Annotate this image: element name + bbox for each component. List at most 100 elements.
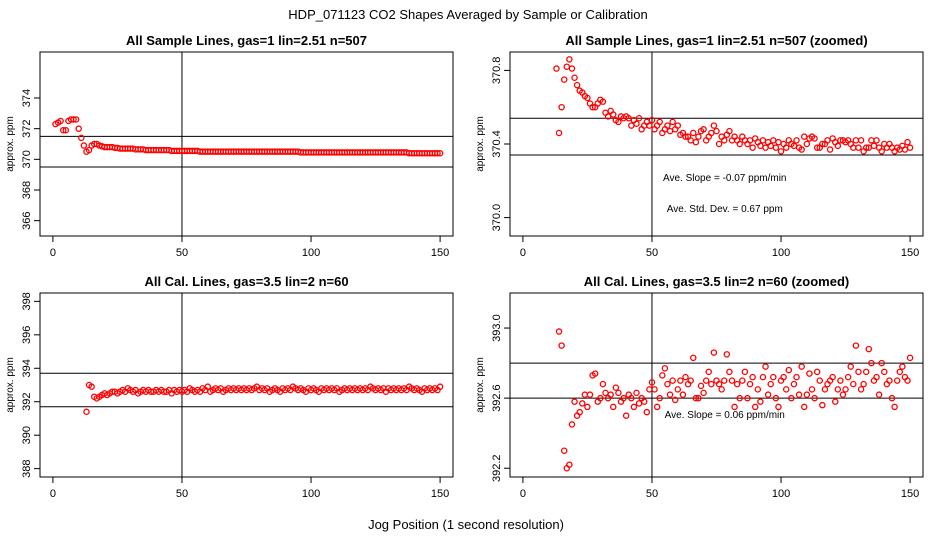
data-point bbox=[692, 138, 700, 146]
x-tick-label: 100 bbox=[772, 488, 790, 500]
plot-frame bbox=[39, 51, 454, 237]
data-point bbox=[615, 118, 622, 126]
data-point bbox=[720, 377, 728, 384]
data-point bbox=[723, 351, 731, 358]
data-point bbox=[904, 377, 911, 384]
data-point bbox=[749, 144, 756, 151]
data-point bbox=[75, 125, 82, 132]
data-point bbox=[785, 366, 793, 374]
data-point bbox=[648, 116, 656, 124]
data-point bbox=[584, 94, 591, 102]
data-point bbox=[775, 403, 782, 411]
data-point bbox=[775, 138, 782, 146]
data-point bbox=[834, 142, 842, 150]
data-point bbox=[811, 135, 818, 142]
data-point bbox=[736, 394, 743, 402]
data-point bbox=[868, 137, 875, 144]
y-tick-label: 390 bbox=[21, 426, 33, 444]
x-tick-label: 100 bbox=[302, 247, 320, 259]
data-point bbox=[571, 398, 578, 405]
data-point bbox=[584, 403, 591, 411]
data-point bbox=[782, 144, 790, 151]
data-point bbox=[731, 403, 738, 411]
data-point bbox=[653, 403, 661, 411]
data-point bbox=[573, 81, 581, 89]
data-point bbox=[793, 137, 800, 144]
data-point bbox=[886, 377, 893, 384]
y-tick-label: 368 bbox=[21, 181, 33, 199]
data-point bbox=[610, 111, 617, 118]
data-point bbox=[715, 380, 723, 388]
data-point bbox=[666, 127, 674, 135]
data-point bbox=[878, 148, 885, 155]
data-point bbox=[819, 140, 826, 148]
data-point bbox=[770, 373, 777, 381]
panel-2: All Sample Lines, gas=1 lin=2.51 n=507 (… bbox=[475, 33, 924, 259]
data-point bbox=[602, 389, 609, 397]
data-point bbox=[646, 122, 653, 129]
plot-frame bbox=[39, 292, 454, 478]
data-point bbox=[904, 138, 911, 146]
data-point bbox=[640, 398, 648, 405]
data-point bbox=[803, 391, 811, 398]
data-point bbox=[829, 373, 836, 381]
data-point bbox=[589, 103, 596, 111]
panel-title: All Sample Lines, gas=1 lin=2.51 n=507 (… bbox=[565, 33, 867, 48]
data-point bbox=[780, 373, 787, 381]
data-point bbox=[788, 394, 795, 402]
data-point bbox=[857, 386, 865, 393]
y-tick-label: 388 bbox=[21, 459, 33, 477]
y-axis-label: approx. ppm bbox=[5, 116, 16, 172]
data-point bbox=[434, 149, 441, 157]
data-point bbox=[664, 122, 671, 129]
data-point bbox=[57, 117, 64, 125]
data-point bbox=[677, 377, 684, 384]
y-tick-label: 370.0 bbox=[491, 204, 503, 232]
x-tick-label: 150 bbox=[901, 247, 919, 259]
data-point bbox=[620, 394, 627, 402]
data-point bbox=[581, 391, 589, 398]
data-point bbox=[599, 380, 607, 388]
data-point bbox=[563, 63, 571, 70]
data-point bbox=[591, 370, 599, 377]
data-point bbox=[806, 370, 813, 377]
data-point bbox=[705, 368, 713, 376]
data-point bbox=[749, 373, 756, 381]
data-point bbox=[85, 146, 93, 154]
data-point bbox=[558, 342, 565, 349]
data-point bbox=[862, 144, 870, 151]
y-tick-label: 370.8 bbox=[491, 57, 503, 85]
data-point bbox=[906, 144, 914, 151]
data-point bbox=[700, 126, 707, 133]
data-point bbox=[891, 403, 898, 411]
data-point bbox=[790, 380, 798, 388]
data-point bbox=[754, 386, 762, 393]
data-point bbox=[622, 412, 630, 419]
x-tick-label: 50 bbox=[176, 488, 188, 500]
data-point bbox=[633, 120, 640, 128]
data-point bbox=[759, 373, 767, 381]
annotation-text: Ave. Slope = -0.07 ppm/min bbox=[663, 173, 787, 184]
data-point bbox=[610, 403, 617, 411]
data-point bbox=[862, 368, 870, 376]
y-tick-label: 394 bbox=[21, 359, 33, 377]
data-point bbox=[697, 382, 705, 390]
data-point bbox=[795, 391, 803, 398]
data-point bbox=[566, 56, 573, 63]
data-point bbox=[873, 137, 880, 144]
data-point bbox=[674, 386, 682, 393]
x-tick-label: 150 bbox=[431, 247, 449, 259]
data-point bbox=[669, 377, 676, 384]
data-point bbox=[656, 394, 663, 402]
data-point bbox=[80, 142, 88, 149]
data-point bbox=[819, 401, 826, 409]
data-point bbox=[831, 398, 839, 405]
data-point bbox=[204, 383, 212, 390]
data-point bbox=[710, 122, 718, 129]
data-point bbox=[746, 380, 754, 388]
panel-3: All Cal. Lines, gas=3.5 lin=2 n=60 0 50 100… bbox=[5, 274, 454, 500]
data-point bbox=[741, 368, 749, 376]
data-point bbox=[772, 394, 780, 402]
data-point bbox=[679, 391, 687, 398]
